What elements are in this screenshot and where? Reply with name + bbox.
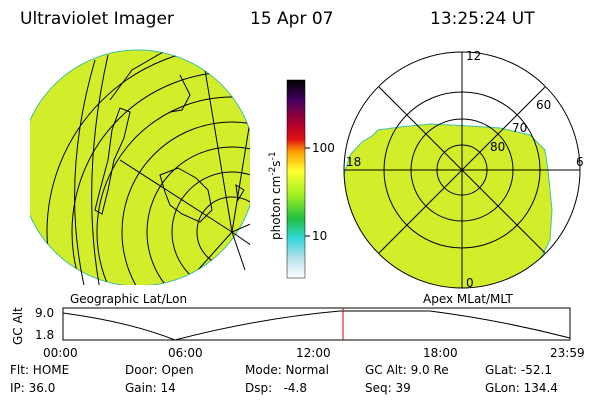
alt-xtick: 18:00 bbox=[423, 346, 458, 360]
alt-xtick: 06:00 bbox=[168, 346, 203, 360]
colorbar-label: 10 bbox=[312, 229, 327, 243]
title: Ultraviolet Imager bbox=[20, 9, 174, 29]
time: 13:25:24 UT bbox=[430, 9, 535, 29]
alt-xtick: 00:00 bbox=[43, 346, 78, 360]
alt-ytick: 1.8 bbox=[35, 328, 54, 342]
mlat-label: 80 bbox=[490, 140, 505, 154]
unit-base: photon cm bbox=[269, 176, 283, 240]
left-caption: Geographic Lat/Lon bbox=[70, 292, 187, 306]
status-field: GLat: -52.1 bbox=[485, 363, 552, 377]
polar-plot bbox=[343, 51, 581, 289]
alt-xtick: 12:00 bbox=[296, 346, 331, 360]
alt-ylabel: GC Alt bbox=[11, 307, 25, 345]
right-caption: Apex MLat/MLT bbox=[423, 292, 513, 306]
mlat-label: 60 bbox=[536, 98, 551, 112]
status-field: GC Alt: 9.0 Re bbox=[365, 363, 449, 377]
colorbar-label: 100 bbox=[312, 141, 335, 155]
unit-mid: s bbox=[269, 160, 283, 166]
mlat-label: 70 bbox=[512, 121, 527, 135]
status-field: Mode: Normal bbox=[245, 363, 329, 377]
date: 15 Apr 07 bbox=[250, 9, 333, 29]
status-field: Seq: 39 bbox=[365, 381, 411, 395]
colorbar bbox=[286, 79, 306, 279]
geographic-image bbox=[30, 49, 250, 285]
status-field: Gain: 14 bbox=[125, 381, 176, 395]
mlt-label: 18 bbox=[346, 155, 361, 169]
mlt-label: 0 bbox=[466, 276, 474, 290]
status-field: IP: 36.0 bbox=[10, 381, 55, 395]
mlt-label: 6 bbox=[576, 155, 584, 169]
status-field: Dsp: -4.8 bbox=[245, 381, 307, 395]
status-field: Flt: HOME bbox=[10, 363, 69, 377]
alt-xtick: 23:59 bbox=[550, 346, 585, 360]
status-block: Flt: HOME Door: Open Mode: Normal GC Alt: 9… bbox=[10, 363, 558, 395]
unit-exp: -2 bbox=[268, 167, 278, 176]
mlt-label: 12 bbox=[466, 49, 481, 63]
status-field: GLon: 134.4 bbox=[485, 381, 558, 395]
colorbar-unit: photon cm-2s-1 bbox=[268, 151, 283, 240]
status-field: Door: Open bbox=[125, 363, 194, 377]
unit-exp: -1 bbox=[268, 151, 278, 160]
alt-ytick: 9.0 bbox=[35, 306, 54, 320]
alt-plot-frame bbox=[62, 307, 571, 341]
alt-curve bbox=[62, 310, 571, 341]
